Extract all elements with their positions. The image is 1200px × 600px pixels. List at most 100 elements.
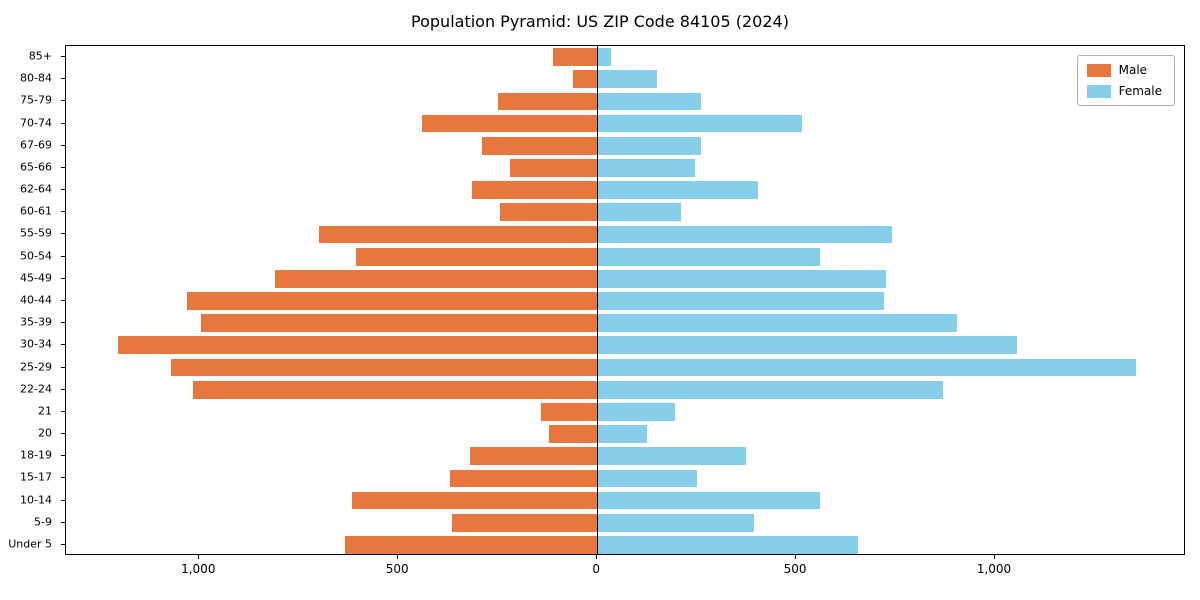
y-axis-label-75-79: 75-79 xyxy=(20,93,52,107)
y-axis-label-30-34: 30-34 xyxy=(20,337,52,351)
y-axis-label-62-64: 62-64 xyxy=(20,182,52,196)
male-swatch xyxy=(1086,63,1111,77)
female-bar-85+ xyxy=(597,48,612,66)
y-tick-Under 5 xyxy=(61,543,65,545)
y-axis-label-15-17: 15-17 xyxy=(20,470,52,484)
male-bar-65-66 xyxy=(509,159,598,177)
female-bar-60-61 xyxy=(597,203,681,222)
x-tick-label-500: 500 xyxy=(385,562,409,576)
male-bar-25-29 xyxy=(171,358,598,377)
y-axis-label-60-61: 60-61 xyxy=(20,204,52,218)
y-tick-50-54 xyxy=(61,255,65,257)
y-axis-label-21: 21 xyxy=(38,404,52,418)
y-tick-80-84 xyxy=(61,78,65,80)
legend: Male Female xyxy=(1076,55,1175,106)
zero-axis-line xyxy=(597,46,599,554)
y-axis-label-22-24: 22-24 xyxy=(20,382,52,396)
female-bar-10-14 xyxy=(597,491,820,510)
chart-title: Population Pyramid: US ZIP Code 84105 (2… xyxy=(411,12,789,31)
male-bar-40-44 xyxy=(187,292,598,310)
y-axis-label-5-9: 5-9 xyxy=(34,515,52,529)
male-bar-45-49 xyxy=(274,269,598,288)
male-bar-15-17 xyxy=(449,469,598,488)
y-axis-label-10-14: 10-14 xyxy=(20,493,52,507)
female-bar-80-84 xyxy=(597,70,657,89)
male-bar-5-9 xyxy=(451,513,598,532)
male-bar-80-84 xyxy=(573,70,598,89)
female-bar-18-19 xyxy=(597,447,747,466)
y-axis-label-50-54: 50-54 xyxy=(20,249,52,263)
female-bar-22-24 xyxy=(597,380,944,399)
male-legend-label: Male xyxy=(1118,63,1148,77)
y-axis-label-65-66: 65-66 xyxy=(20,160,52,174)
y-axis-label-Under 5: Under 5 xyxy=(8,537,52,551)
y-tick-15-17 xyxy=(61,477,65,479)
y-axis-label-40-44: 40-44 xyxy=(20,293,52,307)
y-axis-label-80-84: 80-84 xyxy=(20,71,52,85)
y-tick-67-69 xyxy=(61,144,65,146)
female-bar-Under 5 xyxy=(597,536,858,554)
y-axis-label-85+: 85+ xyxy=(28,49,52,63)
y-tick-55-59 xyxy=(61,233,65,235)
male-bar-22-24 xyxy=(193,380,598,399)
male-bar-62-64 xyxy=(471,181,598,199)
y-tick-70-74 xyxy=(61,122,65,124)
female-bar-75-79 xyxy=(597,92,701,111)
male-bar-Under 5 xyxy=(344,536,598,554)
female-bar-70-74 xyxy=(597,114,803,133)
y-tick-65-66 xyxy=(61,166,65,168)
female-bar-25-29 xyxy=(597,358,1137,377)
x-tick-1,000 xyxy=(994,555,996,559)
male-bar-85+ xyxy=(553,48,598,66)
female-legend-label: Female xyxy=(1118,84,1162,98)
x-tick-500 xyxy=(397,555,399,559)
y-tick-35-39 xyxy=(61,322,65,324)
female-bar-62-64 xyxy=(597,181,759,199)
y-axis-label-25-29: 25-29 xyxy=(20,360,52,374)
male-bar-35-39 xyxy=(201,314,598,333)
female-bar-40-44 xyxy=(597,292,884,310)
male-bar-20 xyxy=(549,425,598,443)
y-tick-85+ xyxy=(61,56,65,58)
male-bar-70-74 xyxy=(422,114,598,133)
y-tick-10-14 xyxy=(61,499,65,501)
male-bar-67-69 xyxy=(481,136,598,155)
y-axis-label-20: 20 xyxy=(38,426,52,440)
y-tick-20 xyxy=(61,433,65,435)
female-bar-65-66 xyxy=(597,159,695,177)
y-axis-label-35-39: 35-39 xyxy=(20,315,52,329)
y-tick-75-79 xyxy=(61,100,65,102)
y-tick-60-61 xyxy=(61,211,65,213)
x-tick-label-1,000: 1,000 xyxy=(181,562,216,576)
female-bar-20 xyxy=(597,425,647,443)
male-bar-75-79 xyxy=(497,92,598,111)
male-bar-60-61 xyxy=(499,203,598,222)
y-tick-62-64 xyxy=(61,189,65,191)
y-tick-40-44 xyxy=(61,300,65,301)
x-tick-0 xyxy=(596,555,598,559)
female-bar-55-59 xyxy=(597,225,892,244)
y-tick-22-24 xyxy=(61,388,65,390)
y-axis-label-18-19: 18-19 xyxy=(20,448,52,462)
male-bar-21 xyxy=(541,403,598,421)
male-bar-10-14 xyxy=(352,491,598,510)
y-tick-5-9 xyxy=(61,521,65,523)
female-bar-67-69 xyxy=(597,136,701,155)
male-bar-30-34 xyxy=(117,336,598,355)
female-bar-21 xyxy=(597,403,675,421)
y-tick-45-49 xyxy=(61,277,65,279)
x-tick-500 xyxy=(795,555,797,559)
y-tick-25-29 xyxy=(61,366,65,368)
legend-entry-female: Female xyxy=(1086,84,1162,98)
x-tick-label-500: 500 xyxy=(783,562,807,576)
plot-area: Male Female xyxy=(65,45,1185,555)
y-axis-label-45-49: 45-49 xyxy=(20,271,52,285)
x-tick-label-0: 0 xyxy=(592,562,600,576)
female-swatch xyxy=(1086,84,1111,98)
female-bar-50-54 xyxy=(597,247,820,266)
female-bar-30-34 xyxy=(597,336,1017,355)
y-tick-21 xyxy=(61,410,65,412)
y-axis-label-55-59: 55-59 xyxy=(20,226,52,240)
female-bar-5-9 xyxy=(597,513,755,532)
female-bar-35-39 xyxy=(597,314,958,333)
